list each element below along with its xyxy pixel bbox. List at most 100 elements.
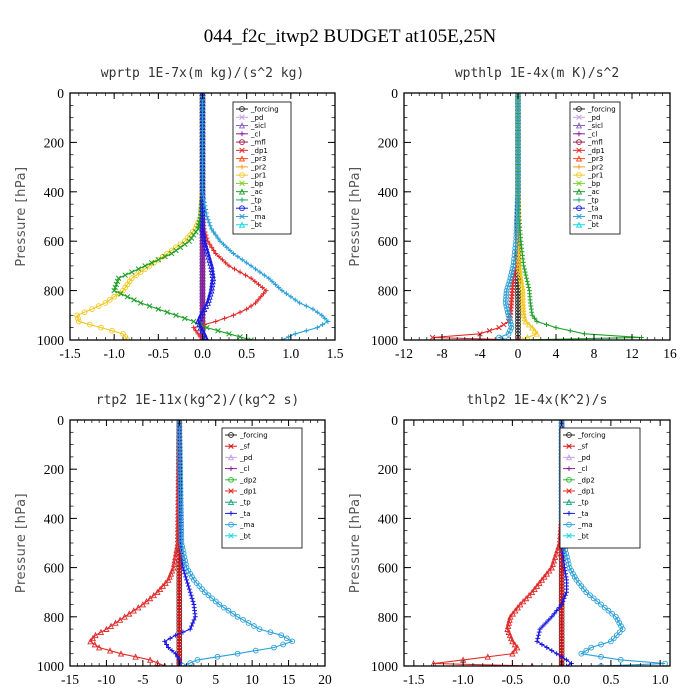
data-point bbox=[89, 634, 97, 642]
data-point bbox=[203, 210, 209, 216]
data-point bbox=[515, 148, 521, 154]
panel-title: wprtp 1E-7x(m kg)/(s^2 kg) bbox=[101, 66, 305, 81]
data-point bbox=[528, 588, 536, 596]
data-point bbox=[617, 656, 624, 663]
data-point bbox=[199, 247, 206, 254]
data-point bbox=[133, 272, 140, 279]
panel-2: wpthlp 1E-4x(m K)/s^2 Pressure [hPa] -12 -8… bbox=[348, 66, 677, 361]
data-point bbox=[619, 626, 626, 632]
data-point bbox=[147, 594, 154, 602]
data-point bbox=[514, 604, 521, 611]
data-point bbox=[564, 589, 569, 595]
data-point bbox=[177, 458, 183, 464]
data-point bbox=[514, 217, 520, 223]
legend-label: _pd bbox=[587, 114, 600, 122]
data-point bbox=[231, 251, 236, 256]
legend-label: _ta bbox=[239, 510, 251, 518]
data-point bbox=[176, 441, 183, 447]
x-tick-label: -10 bbox=[97, 672, 115, 687]
x-tick-label: -5 bbox=[137, 672, 148, 687]
data-point bbox=[185, 567, 192, 574]
data-point bbox=[212, 598, 219, 605]
data-point bbox=[240, 617, 246, 623]
data-point bbox=[199, 314, 206, 322]
data-point bbox=[278, 632, 285, 639]
data-point bbox=[185, 583, 191, 589]
data-point bbox=[182, 571, 188, 577]
data-point bbox=[503, 290, 510, 297]
data-point bbox=[177, 660, 183, 666]
data-point bbox=[512, 248, 518, 255]
legend-label: _ma bbox=[250, 213, 266, 221]
data-point bbox=[199, 302, 206, 309]
legend-label: _bt bbox=[250, 221, 262, 229]
data-point bbox=[502, 300, 509, 306]
legend-marker bbox=[239, 180, 245, 187]
legend-label: _ta bbox=[577, 510, 589, 518]
data-point bbox=[513, 227, 520, 234]
data-point bbox=[559, 602, 565, 607]
legend-label: _pr3 bbox=[250, 155, 266, 163]
legend: _forcing _sf _pd _cl _dp2 _dp1 _tp _ta _ma _bt bbox=[559, 427, 641, 549]
data-point bbox=[286, 334, 292, 340]
data-point bbox=[551, 611, 557, 617]
data-point bbox=[168, 250, 175, 257]
data-point bbox=[248, 263, 254, 269]
data-point bbox=[616, 620, 623, 626]
x-tick-label: -12 bbox=[395, 346, 413, 361]
data-point bbox=[512, 607, 519, 614]
series-ma bbox=[496, 93, 521, 340]
data-point bbox=[515, 309, 521, 316]
data-point bbox=[245, 620, 252, 626]
data-point bbox=[513, 234, 520, 241]
data-point bbox=[106, 297, 113, 303]
x-tick-label: 0.0 bbox=[553, 672, 570, 687]
data-point bbox=[484, 653, 491, 660]
data-point bbox=[135, 604, 142, 611]
legend-label: _cl bbox=[250, 130, 260, 138]
legend-marker bbox=[239, 172, 245, 178]
x-tick-label: 20 bbox=[318, 672, 332, 687]
data-point bbox=[164, 309, 170, 315]
data-point bbox=[605, 607, 612, 614]
legend-label: _dp1 bbox=[587, 147, 605, 155]
y-tick-label: 600 bbox=[378, 561, 399, 576]
x-tick-label: -8 bbox=[436, 346, 447, 361]
legend-label: _forcing bbox=[250, 106, 279, 114]
data-point bbox=[526, 285, 532, 290]
x-tick-label: -0.5 bbox=[148, 346, 170, 361]
data-point bbox=[121, 613, 128, 620]
data-point bbox=[173, 247, 179, 254]
data-point bbox=[177, 495, 184, 502]
data-point bbox=[582, 331, 587, 337]
legend-label: _bt bbox=[577, 532, 589, 540]
legend-label: _sf bbox=[239, 443, 250, 451]
data-point bbox=[96, 644, 103, 651]
data-point bbox=[613, 632, 620, 639]
data-point bbox=[177, 492, 184, 499]
data-point bbox=[173, 651, 179, 657]
data-point bbox=[179, 543, 186, 550]
data-point bbox=[187, 570, 194, 577]
data-point bbox=[515, 124, 521, 130]
data-point bbox=[178, 516, 184, 522]
data-point bbox=[244, 306, 250, 312]
panels: wprtp 1E-7x(m kg)/(s^2 kg) Pressure [hPa]… bbox=[14, 66, 677, 687]
data-point bbox=[199, 213, 206, 220]
data-point bbox=[169, 648, 175, 654]
data-point bbox=[515, 113, 521, 120]
x-tick-label: -4 bbox=[474, 346, 485, 361]
data-point bbox=[178, 523, 185, 529]
data-point bbox=[176, 437, 183, 444]
panel-title: wpthlp 1E-4x(m K)/s^2 bbox=[455, 66, 619, 81]
data-point bbox=[514, 196, 521, 202]
legend-label: _pr2 bbox=[587, 163, 603, 171]
data-point bbox=[89, 306, 95, 312]
legend-marker bbox=[575, 155, 583, 162]
data-point bbox=[143, 598, 150, 605]
data-point bbox=[199, 277, 206, 285]
legend-label: _ac bbox=[250, 188, 263, 196]
data-point bbox=[515, 315, 521, 322]
x-tick-label: -1.0 bbox=[103, 346, 125, 361]
data-point bbox=[209, 244, 215, 250]
